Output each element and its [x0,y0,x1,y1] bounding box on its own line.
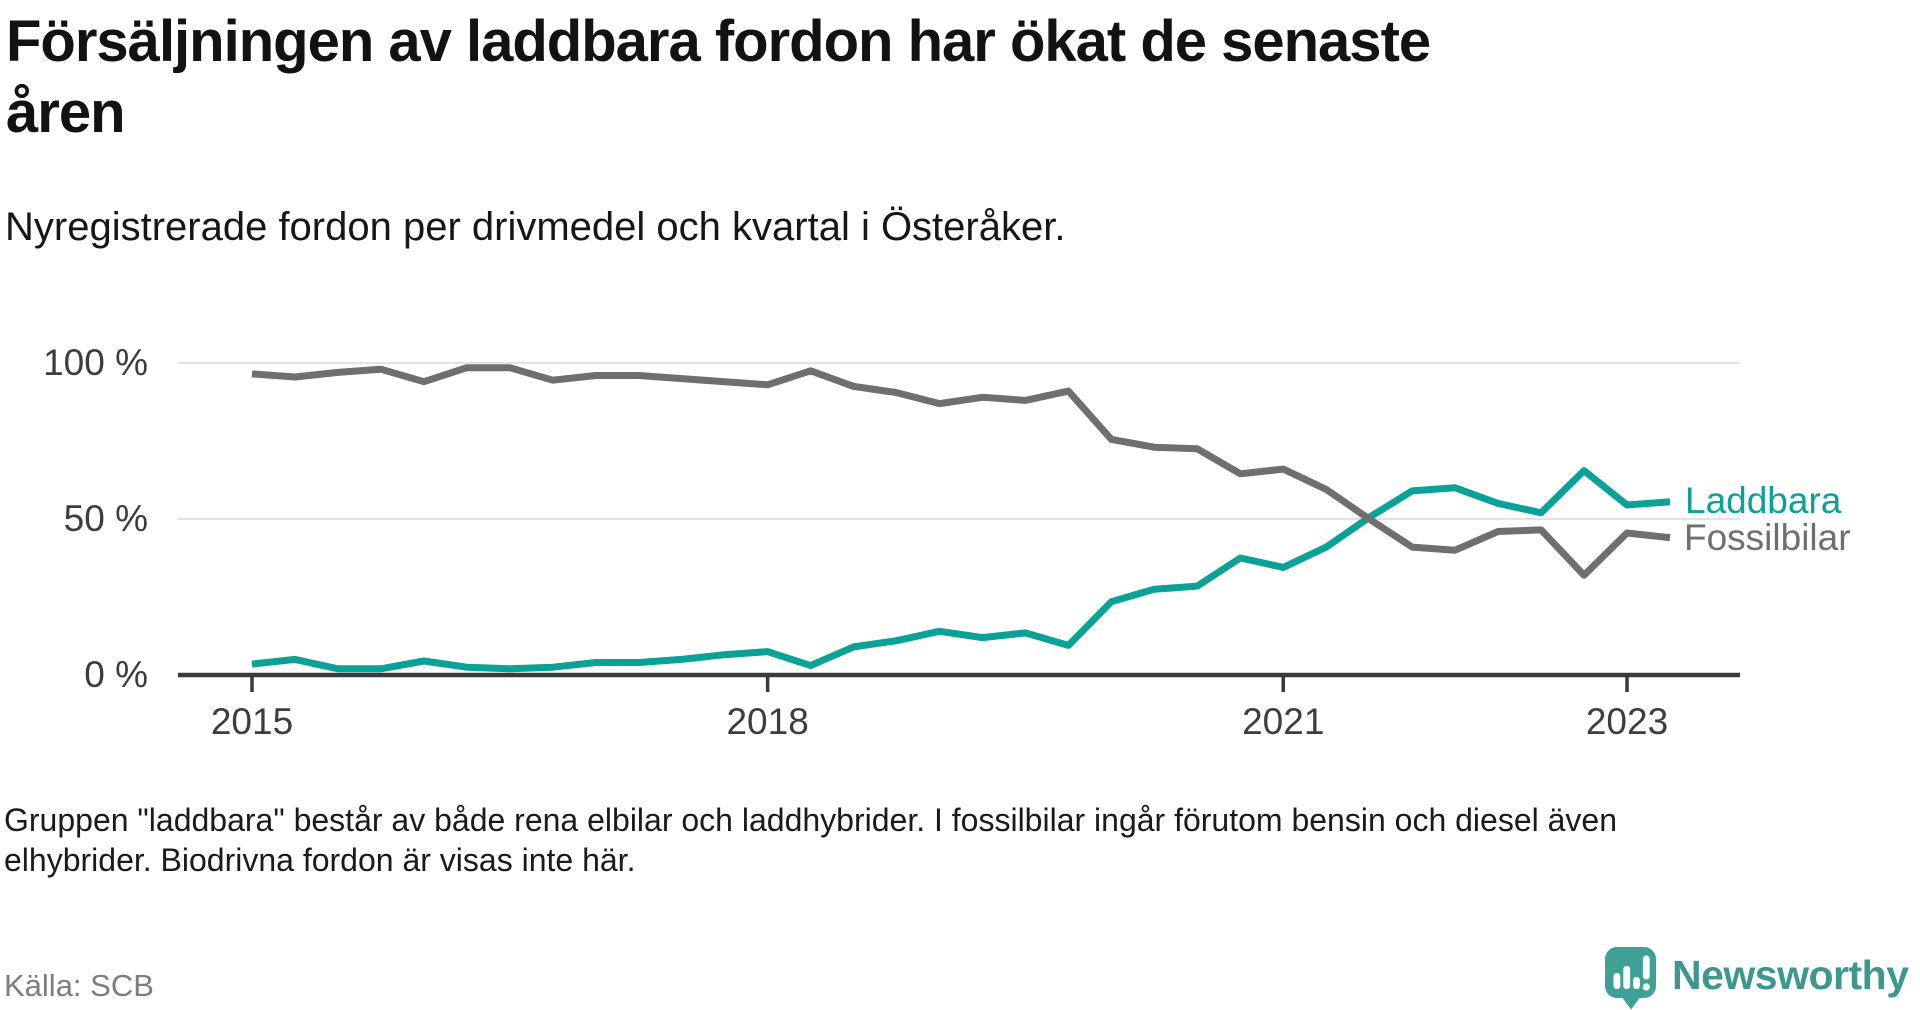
newsworthy-logo: Newsworthy [1604,946,1909,1010]
x-axis-tick-label: 2015 [210,701,294,742]
series-label-laddbara: Laddbara [1685,480,1842,521]
newsworthy-speech-bubble-icon [1605,947,1656,1010]
footnote-line-2: elhybrider. Biodrivna fordon är visas in… [4,842,636,878]
page-title: Försäljningen av laddbara fordon har öka… [6,6,1431,148]
newsworthy-logo-text: Newsworthy [1672,952,1909,998]
page-title-line-2: åren [6,80,126,145]
page-title-line-1: Försäljningen av laddbara fordon har öka… [6,9,1431,74]
y-axis-tick-label: 100 % [43,342,148,383]
x-axis-tick-label: 2021 [1242,701,1325,742]
y-axis-tick-label: 0 % [84,654,148,695]
y-axis-tick-label: 50 % [63,498,148,539]
series-label-fossilbilar: Fossilbilar [1684,517,1851,558]
chart-subtitle: Nyregistrerade fordon per drivmedel och … [5,205,1066,249]
x-axis-tick-label: 2023 [1585,701,1669,742]
footnote: Gruppen "laddbara" består av både rena e… [4,800,1617,880]
source-note: Källa: SCB [4,968,154,1003]
x-axis-tick-label: 2018 [726,701,809,742]
footnote-line-1: Gruppen "laddbara" består av både rena e… [4,802,1618,838]
